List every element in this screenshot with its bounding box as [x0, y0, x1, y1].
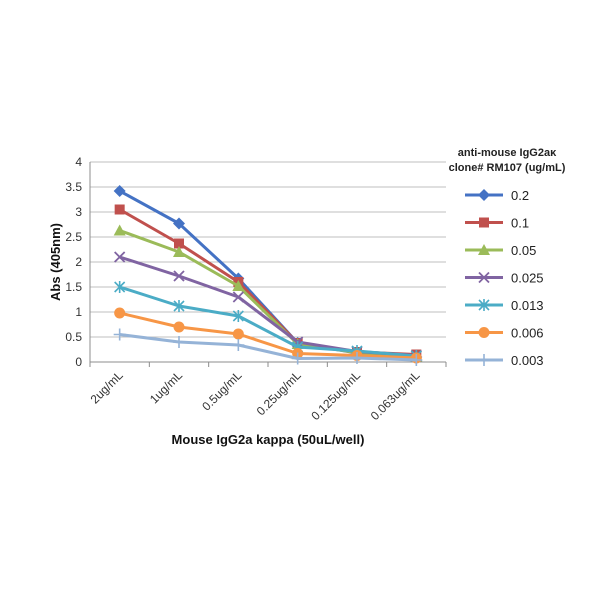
- data-point: [173, 246, 185, 257]
- legend-marker: [478, 299, 490, 311]
- x-tick-label: 1ug/mL: [147, 368, 185, 406]
- data-point: [173, 336, 185, 348]
- y-tick-label: 3: [75, 205, 82, 219]
- y-axis: 0 0.5 1 1.5 2 2.5 3 3.5 4: [65, 155, 91, 369]
- data-point: [232, 339, 245, 351]
- data-point: [114, 307, 126, 319]
- legend-label: 0.05: [511, 243, 536, 258]
- data-point: [114, 251, 126, 263]
- x-tick-label: 0.125ug/mL: [308, 368, 363, 423]
- y-axis-title: Abs (405nm): [48, 223, 63, 301]
- legend-marker: [478, 271, 490, 284]
- legend-label: 0.003: [511, 353, 544, 368]
- y-tick-label: 3.5: [65, 180, 82, 194]
- data-point: [232, 291, 244, 303]
- y-tick-label: 2: [75, 255, 82, 269]
- data-point: [173, 300, 185, 312]
- y-tick-label: 1.5: [65, 280, 82, 294]
- x-axis: 2ug/mL 1ug/mL 0.5ug/mL 0.25ug/mL 0.125ug/mL 0…: [88, 361, 447, 423]
- legend-label: 0.1: [511, 216, 529, 231]
- legend-title-line2: clone# RM107 (ug/mL): [449, 162, 566, 174]
- x-tick-label: 0.063ug/mL: [368, 368, 423, 423]
- data-point: [113, 185, 126, 197]
- x-tick-label: 2ug/mL: [88, 368, 126, 406]
- data-point: [232, 310, 244, 322]
- data-point: [173, 217, 185, 230]
- data-point: [114, 281, 126, 293]
- legend-item: 0.2: [465, 188, 529, 203]
- legend-label: 0.006: [511, 326, 544, 341]
- series-line: [119, 311, 417, 360]
- data-point: [232, 328, 244, 340]
- legend-item: 0.025: [465, 271, 544, 286]
- legend-item: 0.006: [465, 326, 544, 341]
- data-point: [351, 352, 363, 364]
- data-point: [174, 238, 184, 249]
- legend-item: 0.013: [465, 298, 544, 313]
- data-point: [173, 321, 185, 333]
- y-tick-label: 1: [75, 305, 82, 319]
- y-tick-label: 0.5: [65, 330, 82, 344]
- legend-item: 0.003: [465, 353, 544, 368]
- y-tick-label: 0: [75, 355, 82, 369]
- legend-marker: [478, 327, 490, 338]
- legend-title-line1: anti-mouse IgG2aκ: [458, 147, 557, 159]
- legend-label: 0.025: [511, 271, 544, 286]
- data-point: [410, 354, 423, 366]
- series-line: [119, 333, 417, 362]
- legend-marker: [478, 189, 490, 201]
- legend-marker: [478, 244, 490, 255]
- series-5: [114, 281, 422, 362]
- legend-label: 0.013: [511, 298, 544, 313]
- series-7: [113, 328, 423, 366]
- series-lines: [113, 185, 423, 366]
- legend-label: 0.2: [511, 188, 529, 203]
- legend-marker: [479, 217, 489, 228]
- series-line: [119, 285, 417, 358]
- data-point: [291, 352, 304, 365]
- data-point: [173, 270, 185, 282]
- data-point: [114, 204, 125, 215]
- data-point: [113, 224, 126, 236]
- y-tick-label: 2.5: [65, 230, 82, 244]
- x-tick-label: 0.25ug/mL: [254, 368, 304, 418]
- y-tick-label: 4: [75, 155, 82, 169]
- legend-marker: [478, 354, 490, 366]
- data-point: [232, 280, 245, 291]
- data-point: [113, 328, 126, 341]
- legend-item: 0.1: [465, 216, 529, 231]
- legend: anti-mouse IgG2aκ clone# RM107 (ug/mL) 0…: [449, 147, 566, 368]
- legend-item: 0.05: [465, 243, 536, 258]
- series-2: [114, 204, 422, 360]
- x-tick-label: 0.5ug/mL: [199, 368, 245, 414]
- x-axis-title: Mouse IgG2a kappa (50uL/well): [172, 432, 365, 447]
- series-line: [119, 229, 417, 358]
